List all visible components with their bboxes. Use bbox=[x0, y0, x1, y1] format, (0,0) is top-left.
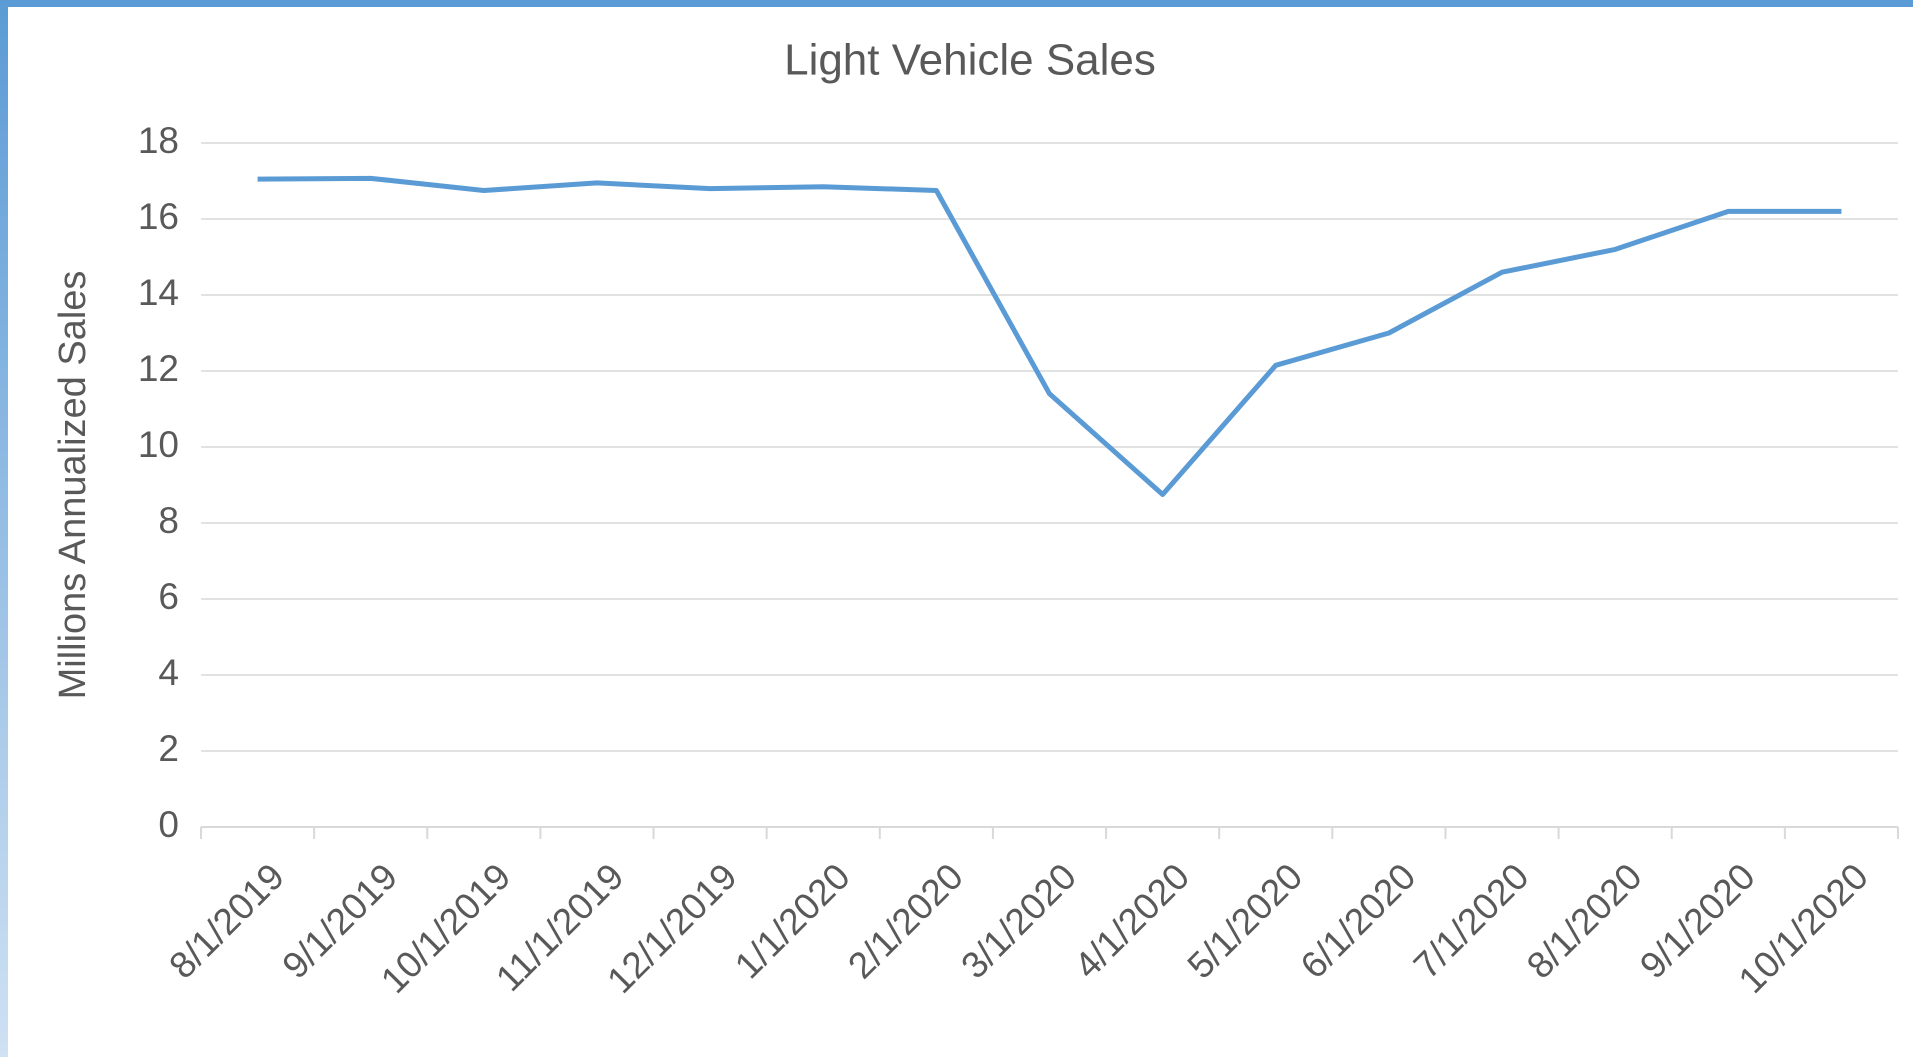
y-tick-label: 6 bbox=[158, 576, 179, 617]
y-tick-label: 14 bbox=[138, 272, 179, 313]
y-tick-label: 10 bbox=[138, 424, 179, 465]
series-line bbox=[257, 175, 1842, 497]
left-border bbox=[0, 0, 8, 1057]
chart-title: Light Vehicle Sales bbox=[784, 36, 1156, 85]
y-tick-label: 12 bbox=[138, 348, 179, 389]
y-axis-label: Millions Annualized Sales bbox=[52, 271, 94, 700]
y-tick-label: 18 bbox=[138, 120, 179, 161]
y-tick-label: 0 bbox=[158, 804, 179, 845]
y-tick-label: 8 bbox=[158, 500, 179, 541]
y-tick-label: 16 bbox=[138, 196, 179, 237]
y-tick-label: 2 bbox=[158, 728, 179, 769]
top-border bbox=[0, 0, 1913, 7]
y-tick-label: 4 bbox=[158, 652, 179, 693]
